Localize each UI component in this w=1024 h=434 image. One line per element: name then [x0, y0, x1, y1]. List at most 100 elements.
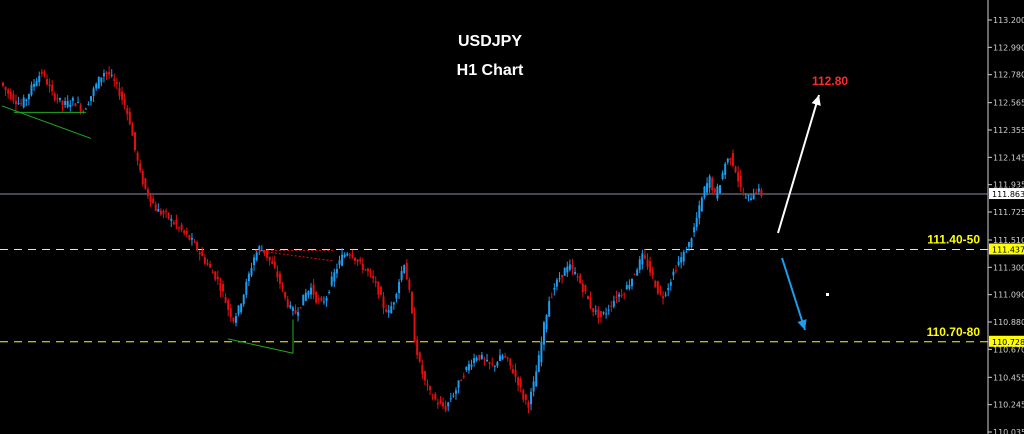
- candle-body: [654, 281, 657, 288]
- candle-body: [255, 252, 258, 260]
- trendline: [254, 249, 334, 262]
- candle-body: [581, 283, 584, 292]
- candle-body: [602, 312, 605, 314]
- candle-body: [312, 284, 315, 295]
- candle-body: [193, 241, 196, 243]
- chart-title: USDJPY: [457, 33, 523, 50]
- candle-body: [662, 296, 665, 299]
- dot-marker: [826, 293, 829, 296]
- candle-body: [284, 291, 287, 298]
- candle-body: [473, 358, 476, 364]
- candle-body: [517, 377, 520, 386]
- candle-body: [687, 242, 690, 247]
- candle-body: [457, 380, 460, 388]
- candle-body: [566, 266, 569, 273]
- candle-body: [53, 93, 56, 100]
- candle-body: [268, 256, 271, 261]
- candle-body: [17, 103, 20, 105]
- candle-body: [351, 254, 354, 258]
- candle-body: [348, 254, 351, 256]
- candle-body: [108, 72, 111, 75]
- candle-body: [667, 287, 670, 291]
- candle-body: [307, 290, 310, 296]
- candle-body: [12, 94, 15, 101]
- candle-body: [586, 296, 589, 300]
- candle-body: [467, 364, 470, 371]
- y-tick-label: 111.300: [993, 263, 1024, 272]
- candle-body: [488, 362, 491, 364]
- y-tick-label: 110.670: [993, 345, 1024, 354]
- candle-body: [105, 71, 108, 74]
- candle-body: [478, 354, 481, 360]
- candle-body: [22, 97, 25, 108]
- candle-body: [9, 91, 12, 99]
- candle-body: [498, 355, 501, 361]
- candle-body: [97, 76, 100, 89]
- current-price-label: 111.863: [992, 190, 1024, 199]
- y-tick-label: 111.090: [993, 291, 1024, 300]
- candle-body: [501, 355, 504, 360]
- candle-body: [574, 271, 577, 274]
- support-price-badge: [989, 243, 1024, 255]
- candle-body: [206, 262, 209, 265]
- support-price-badge: [989, 335, 1024, 347]
- candle-body: [659, 288, 662, 293]
- candle-body: [726, 158, 729, 163]
- up-arrow-head: [811, 95, 821, 106]
- candle-body: [190, 237, 193, 240]
- candle-body: [618, 294, 621, 297]
- candle-body: [377, 281, 380, 295]
- candle-body: [592, 307, 595, 312]
- candle-body: [4, 86, 7, 91]
- candle-body: [144, 178, 147, 189]
- candle-body: [245, 281, 248, 295]
- candle-body: [294, 309, 297, 314]
- y-tick-label: 113.200: [993, 16, 1024, 25]
- current-price-badge: [989, 188, 1024, 200]
- candle-body: [737, 172, 740, 182]
- candle-body: [90, 96, 93, 101]
- y-tick-label: 110.455: [993, 373, 1024, 382]
- candle-body: [597, 309, 600, 318]
- candle-body: [589, 297, 592, 309]
- candle-body: [436, 402, 439, 405]
- candle-body: [755, 191, 758, 193]
- candle-body: [465, 366, 468, 370]
- y-tick-label: 111.510: [993, 236, 1024, 245]
- candle-body: [612, 300, 615, 307]
- candle-body: [442, 402, 445, 407]
- candle-body: [74, 103, 77, 107]
- y-tick-label: 112.355: [993, 126, 1024, 135]
- candle-body: [607, 309, 610, 311]
- candle-body: [695, 217, 698, 228]
- candle-body: [405, 262, 408, 280]
- candle-body: [395, 293, 398, 299]
- candle-body: [79, 104, 82, 112]
- candle-body: [403, 265, 406, 273]
- candle-body: [141, 171, 144, 184]
- candle-body: [209, 264, 212, 268]
- candle-body: [250, 267, 253, 276]
- candle-body: [643, 255, 646, 259]
- candle-body: [392, 302, 395, 305]
- candle-body: [664, 294, 667, 296]
- candle-body: [211, 272, 214, 274]
- chart-subtitle: H1 Chart: [456, 62, 524, 79]
- candle-body: [680, 257, 683, 263]
- support-level-label: 111.40-50: [927, 232, 980, 246]
- candle-body: [56, 98, 59, 100]
- candle-body: [27, 94, 30, 100]
- candle-body: [444, 406, 447, 411]
- candle-body: [426, 383, 429, 385]
- candle-body: [434, 394, 437, 400]
- candle-body: [677, 261, 680, 265]
- candle-body: [685, 251, 688, 253]
- candle-body: [398, 281, 401, 294]
- down-arrow: [781, 257, 806, 331]
- candle-body: [219, 282, 222, 291]
- candle-body: [58, 97, 61, 100]
- candle-body: [731, 153, 734, 166]
- candle-body: [646, 259, 649, 267]
- candle-body: [475, 357, 478, 361]
- candle-body: [545, 315, 548, 330]
